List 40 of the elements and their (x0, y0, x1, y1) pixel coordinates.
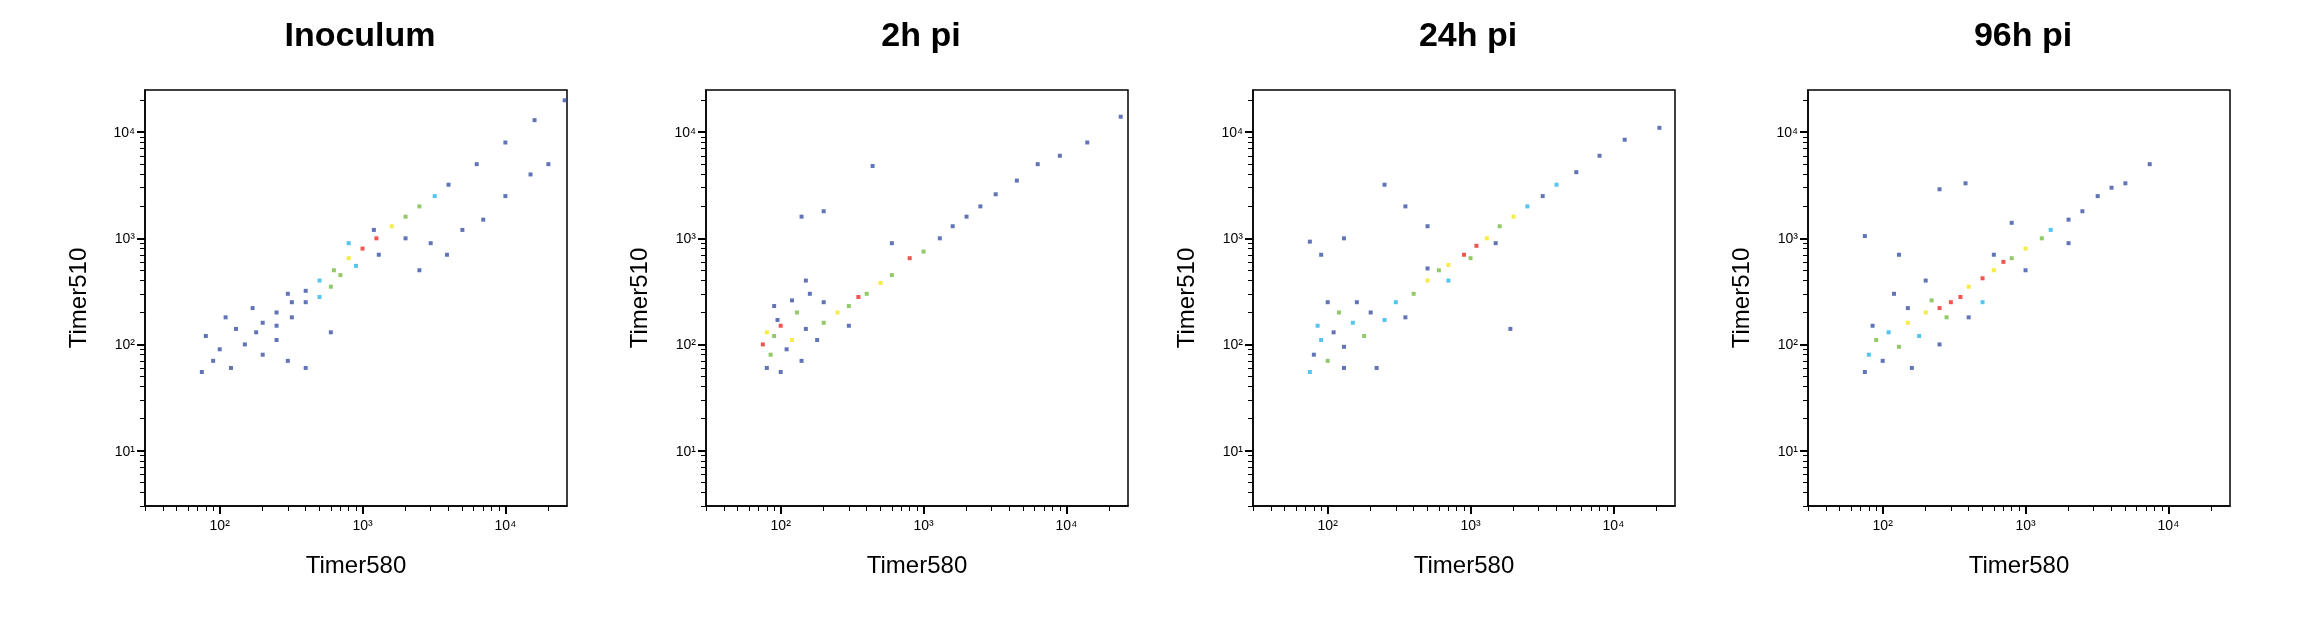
x-tick-label: 10² (770, 517, 792, 533)
chart-title: 96h pi (1973, 15, 2073, 53)
x-tick-label: 10⁴ (2157, 517, 2180, 533)
y-tick-label: 10³ (114, 230, 136, 247)
chart-title: 24h pi (1418, 15, 1518, 53)
y-axis-title: Timer510 (624, 247, 652, 349)
x-tick-label: 10⁴ (494, 517, 517, 533)
y-tick-label: 10⁴ (1221, 124, 1243, 141)
y-tick-label: 10¹ (114, 442, 136, 459)
y-tick-label: 10¹ (1777, 442, 1799, 459)
x-tick-label: 10² (1317, 517, 1339, 533)
chart-title: Inoculum (284, 15, 436, 53)
x-axis-title: Timer580 (866, 550, 968, 578)
x-axis-title: Timer580 (305, 550, 407, 578)
x-tick-label: 10³ (352, 517, 373, 533)
x-axis-title: Timer580 (1968, 550, 2070, 578)
y-tick-label: 10³ (1222, 230, 1244, 247)
x-tick-label: 10³ (913, 517, 934, 533)
y-tick-label: 10⁴ (1776, 124, 1798, 141)
y-tick-label: 10¹ (1222, 442, 1244, 459)
y-axis-title: Timer510 (1171, 247, 1199, 349)
y-tick-label: 10⁴ (674, 124, 696, 141)
x-tick-label: 10² (209, 517, 231, 533)
y-tick-label: 10⁴ (113, 124, 135, 141)
x-tick-label: 10³ (1460, 517, 1481, 533)
chart-title: 2h pi (881, 15, 961, 53)
x-tick-label: 10² (1872, 517, 1894, 533)
y-tick-label: 10² (675, 336, 697, 353)
y-tick-label: 10² (1222, 336, 1244, 353)
y-tick-label: 10² (1777, 336, 1799, 353)
y-tick-label: 10¹ (675, 442, 697, 459)
y-axis-title: Timer510 (1726, 247, 1754, 349)
y-tick-label: 10³ (675, 230, 697, 247)
y-tick-label: 10² (114, 336, 136, 353)
y-tick-label: 10³ (1777, 230, 1799, 247)
x-axis-title: Timer580 (1413, 550, 1515, 578)
x-tick-label: 10⁴ (1055, 517, 1078, 533)
y-axis-title: Timer510 (63, 247, 91, 349)
x-tick-label: 10³ (2015, 517, 2036, 533)
x-tick-label: 10⁴ (1602, 517, 1625, 533)
